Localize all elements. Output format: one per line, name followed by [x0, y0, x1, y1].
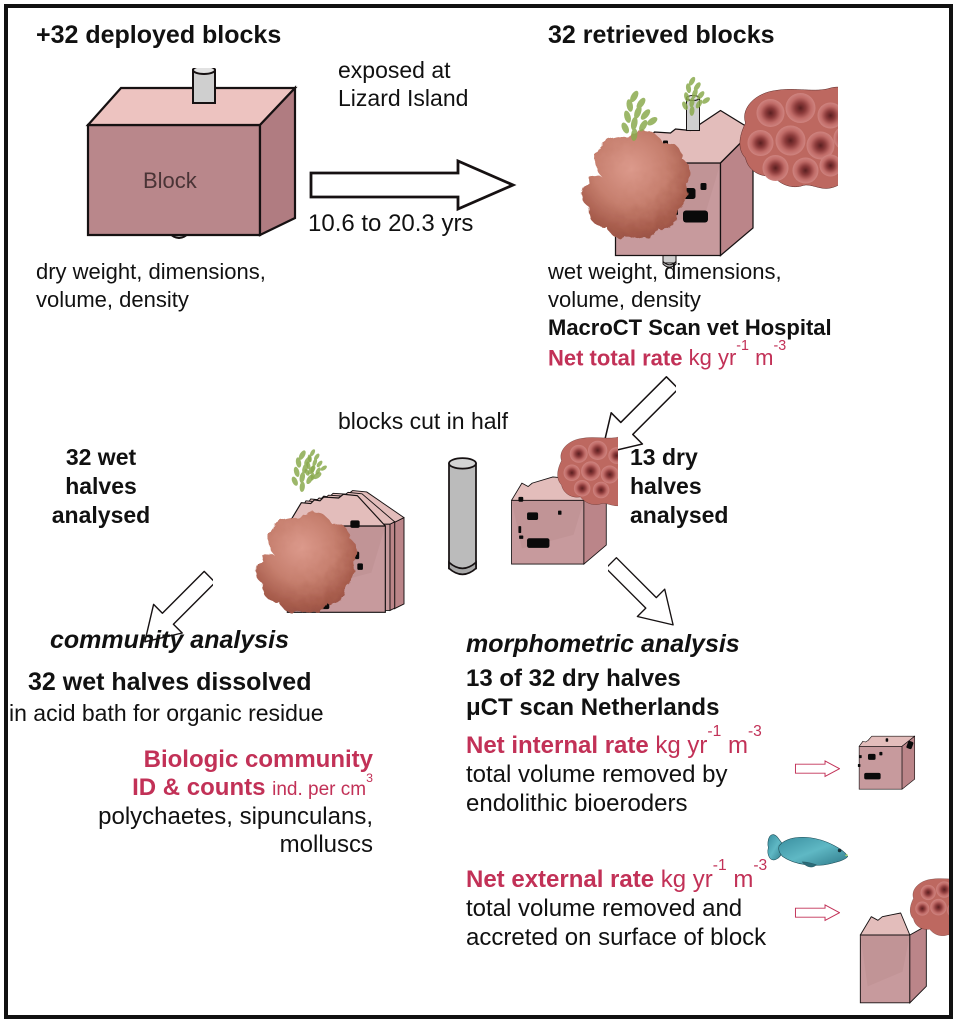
svg-text:Block: Block [143, 168, 198, 193]
